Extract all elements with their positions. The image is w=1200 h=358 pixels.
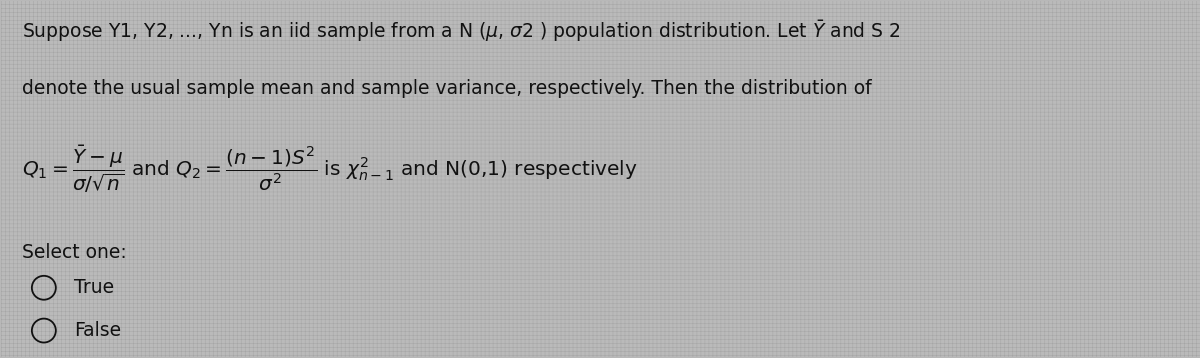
Text: False: False [74, 321, 121, 340]
Text: Select one:: Select one: [23, 243, 127, 262]
Text: Suppose Y1, Y2, ..., Yn is an iid sample from a N ($\mu$, $\sigma$2 ) population: Suppose Y1, Y2, ..., Yn is an iid sample… [23, 19, 901, 44]
Text: $Q_1 = \dfrac{\bar{Y} - \mu}{\sigma/\sqrt{n}}$ and $Q_2 = \dfrac{(n-1)S^2}{\sigm: $Q_1 = \dfrac{\bar{Y} - \mu}{\sigma/\sqr… [23, 143, 638, 195]
Text: True: True [74, 278, 114, 297]
Text: denote the usual sample mean and sample variance, respectively. Then the distrib: denote the usual sample mean and sample … [23, 79, 872, 98]
